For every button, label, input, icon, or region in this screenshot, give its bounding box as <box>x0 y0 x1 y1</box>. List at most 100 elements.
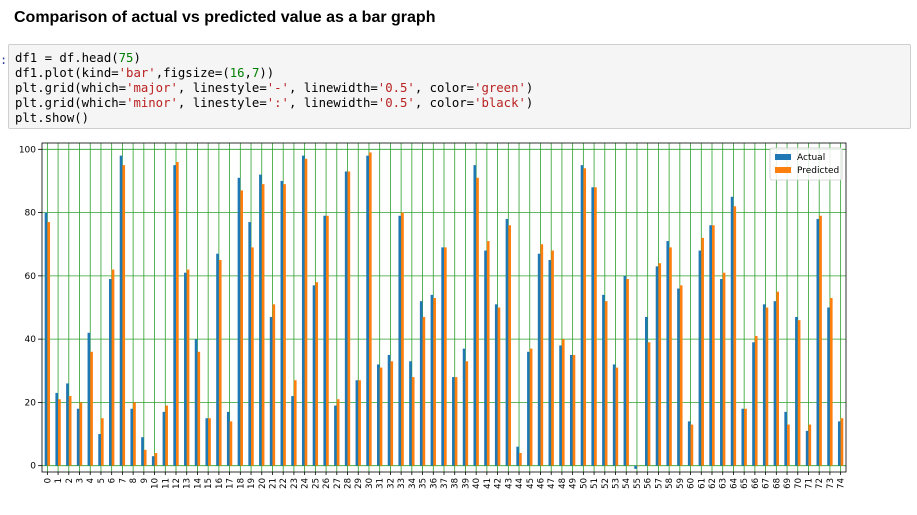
bar-actual <box>602 294 605 466</box>
bar-actual <box>366 155 369 466</box>
bar-actual <box>580 165 584 466</box>
x-tick-label: 6 <box>108 478 118 483</box>
bar-predicted <box>808 424 812 466</box>
bar-actual <box>76 408 80 466</box>
bar-predicted <box>572 354 576 466</box>
bar-predicted <box>776 291 779 466</box>
bar-actual <box>773 301 777 466</box>
bar-actual <box>184 272 187 466</box>
bar-predicted <box>186 269 190 466</box>
bar-actual <box>752 342 755 466</box>
bar-predicted <box>615 367 619 466</box>
x-tick-label: 39 <box>461 478 471 489</box>
bar-predicted <box>315 282 319 466</box>
bar-predicted <box>368 152 372 466</box>
bar-actual <box>623 275 627 466</box>
x-tick-label: 54 <box>622 478 632 489</box>
bar-predicted <box>347 171 351 466</box>
x-tick-label: 15 <box>204 478 214 489</box>
bar-actual <box>677 288 680 466</box>
bar-predicted <box>819 215 822 466</box>
bar-predicted <box>840 418 844 466</box>
code-token: , color= <box>414 96 475 110</box>
x-tick-label: 41 <box>483 478 493 489</box>
x-tick-label: 55 <box>633 478 643 489</box>
bar-predicted <box>47 222 51 466</box>
bar-predicted <box>465 361 469 466</box>
x-tick-label: 40 <box>472 478 482 489</box>
code-token: 'bar' <box>118 66 156 80</box>
y-tick-label: 100 <box>19 145 36 155</box>
bar-actual <box>762 304 766 466</box>
x-tick-label: 11 <box>161 478 171 489</box>
x-tick-label: 2 <box>65 478 75 483</box>
code-line: plt.grid(which='minor', linestyle=':', l… <box>15 96 533 110</box>
bar-actual <box>655 266 659 466</box>
bar-actual <box>452 377 455 466</box>
x-tick-label: 34 <box>408 478 418 489</box>
bar-actual <box>709 225 712 466</box>
bar-actual <box>516 446 520 466</box>
bar-predicted <box>197 351 201 466</box>
code-token: plt.grid(which= <box>15 81 127 95</box>
x-tick-label: 16 <box>215 478 225 489</box>
bar-predicted <box>636 465 640 467</box>
x-tick-label: 9 <box>140 478 150 483</box>
code-token: plt.grid(which= <box>15 96 127 110</box>
bar-predicted <box>551 250 554 466</box>
bar-predicted <box>626 279 629 466</box>
bar-actual <box>537 253 541 466</box>
bar-actual <box>784 411 788 466</box>
x-tick-label: 19 <box>247 478 257 489</box>
cell-prompt: : <box>0 53 8 67</box>
code-token: , linestyle= <box>177 81 267 95</box>
code-token: df1.plot(kind= <box>15 66 119 80</box>
bar-actual <box>173 165 176 466</box>
x-tick-label: 53 <box>612 478 622 489</box>
y-tick-label: 80 <box>25 209 37 219</box>
bar-actual <box>151 456 155 466</box>
bar-actual <box>269 316 273 466</box>
bar-actual <box>98 434 101 466</box>
y-tick-label: 60 <box>25 272 37 282</box>
code-token: ) <box>525 96 534 110</box>
x-tick-label: 30 <box>365 478 375 489</box>
x-tick-label: 37 <box>440 478 450 489</box>
bar-predicted <box>679 285 683 466</box>
x-tick-label: 73 <box>826 478 836 489</box>
legend-label: Predicted <box>797 166 839 176</box>
bar-predicted <box>111 269 115 466</box>
bar-predicted <box>283 184 286 466</box>
x-tick-label: 69 <box>783 478 793 489</box>
code-cell[interactable]: df1 = df.head(75) df1.plot(kind='bar',fig… <box>8 44 911 129</box>
x-tick-label: 57 <box>654 478 664 489</box>
x-tick-label: 31 <box>376 478 386 489</box>
x-tick-label: 26 <box>322 478 332 489</box>
bar-actual <box>730 196 734 466</box>
x-tick-label: 14 <box>193 478 203 489</box>
x-tick-label: 4 <box>86 478 96 483</box>
x-tick-label: 72 <box>815 478 825 489</box>
x-tick-label: 10 <box>151 478 161 489</box>
y-tick-label: 40 <box>25 335 37 345</box>
x-tick-label: 48 <box>558 478 568 489</box>
bar-predicted <box>122 165 126 466</box>
bar-predicted <box>744 408 747 466</box>
bar-actual <box>216 253 219 466</box>
code-line: df1.plot(kind='bar',figsize=(16,7)) <box>15 66 274 80</box>
bar-actual <box>226 411 230 466</box>
x-tick-label: 7 <box>118 478 128 483</box>
x-tick-label: 49 <box>569 478 579 489</box>
bar-predicted <box>133 402 136 466</box>
bar-predicted <box>594 187 597 466</box>
x-tick-label: 61 <box>697 478 707 489</box>
bar-predicted <box>326 215 329 466</box>
bar-actual <box>119 155 123 466</box>
bar-actual <box>377 364 380 466</box>
bar-actual <box>484 250 487 466</box>
bar-actual <box>634 465 637 469</box>
x-tick-label: 58 <box>665 478 675 489</box>
x-tick-label: 44 <box>515 478 525 489</box>
bar-actual <box>462 348 466 466</box>
